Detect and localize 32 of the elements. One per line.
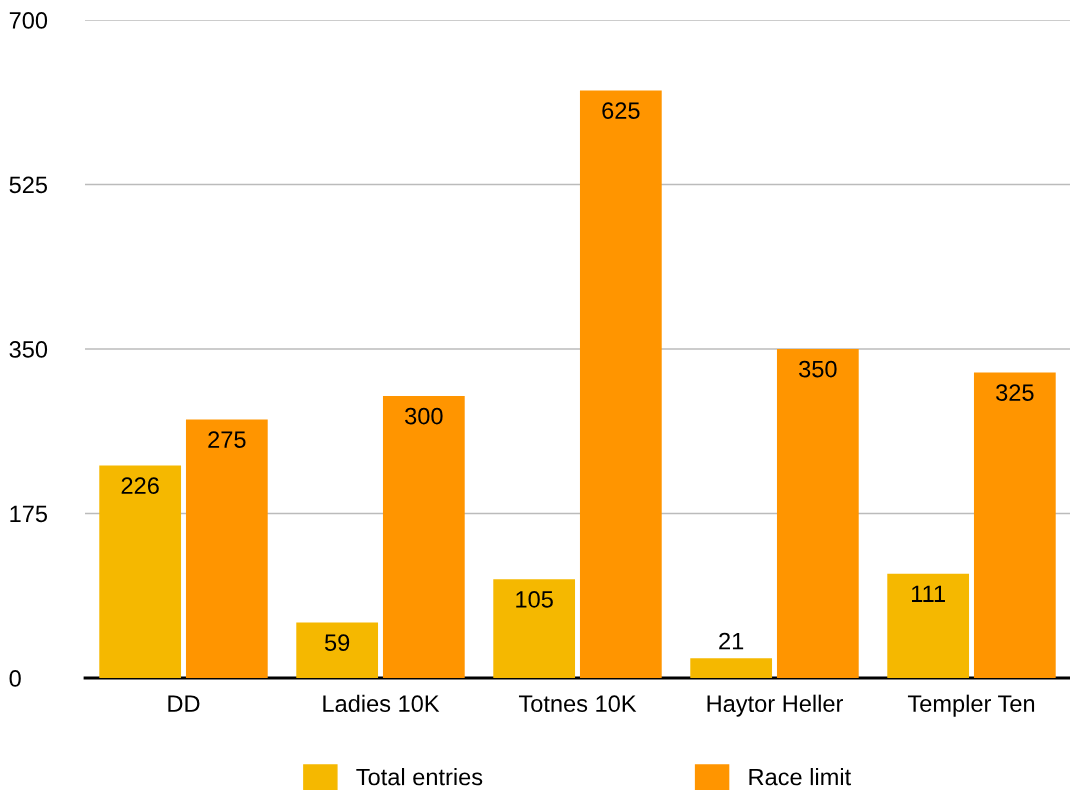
bar	[185, 419, 268, 678]
data-label: 275	[208, 431, 246, 448]
y-tick-label: 350	[9, 341, 48, 358]
bar	[579, 90, 662, 678]
bar	[973, 372, 1056, 678]
data-label: 59	[324, 634, 350, 651]
data-label: 21	[719, 632, 744, 650]
data-label: 105	[516, 591, 553, 608]
y-tick-label: 700	[9, 12, 48, 29]
data-label: 300	[405, 407, 443, 425]
x-tick-label: Templer Ten	[907, 694, 1035, 717]
bar	[690, 658, 773, 678]
y-tick-label: 0	[9, 670, 21, 687]
x-tick-label: Totnes 10K	[518, 695, 637, 713]
legend-label: Race limit	[749, 768, 851, 786]
x-tick-label: Ladies 10K	[323, 694, 440, 713]
bar	[493, 579, 576, 678]
bar	[296, 622, 379, 678]
y-tick-label: 525	[9, 176, 48, 194]
x-tick-label: DD	[168, 695, 200, 712]
data-label: 226	[121, 477, 159, 495]
bar	[382, 396, 465, 678]
bar	[887, 573, 970, 678]
bar	[776, 349, 859, 678]
data-label: 625	[602, 102, 640, 119]
bar	[99, 465, 182, 678]
data-label: 350	[799, 360, 837, 378]
y-tick-label: 175	[10, 505, 48, 523]
legend-label: Total entries	[356, 768, 483, 786]
data-label: 111	[912, 585, 945, 602]
data-label: 325	[996, 384, 1034, 401]
x-tick-label: Haytor Heller	[707, 694, 843, 717]
